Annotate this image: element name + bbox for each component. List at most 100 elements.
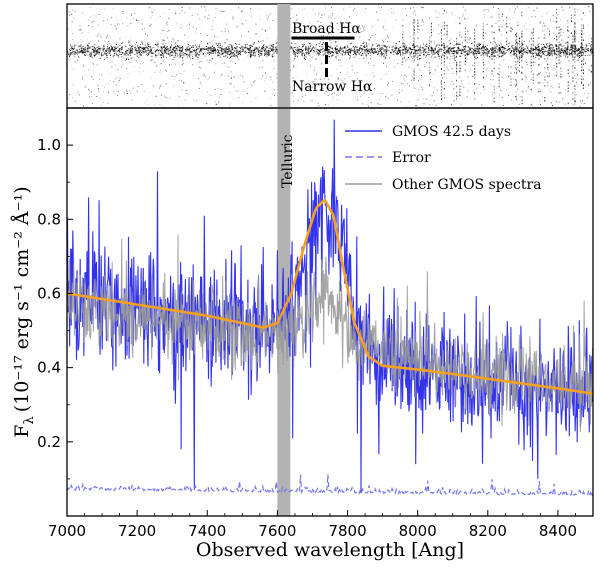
trace-pixel (516, 49, 518, 51)
trace-pixel (211, 48, 213, 50)
trace-pixel (81, 50, 83, 52)
background-pixel (467, 30, 469, 32)
trace-pixel (591, 49, 593, 51)
background-pixel (436, 16, 438, 18)
background-pixel (421, 75, 422, 76)
trace-pixel (110, 49, 112, 51)
background-pixel (229, 91, 231, 93)
background-pixel (565, 89, 567, 91)
background-pixel (69, 94, 71, 96)
trace-pixel (163, 46, 165, 48)
trace-pixel (143, 48, 145, 50)
skyline-pixel (517, 24, 519, 27)
skyline-pixel (574, 29, 576, 31)
skyline-pixel (521, 78, 523, 81)
background-pixel (356, 86, 358, 88)
background-pixel (361, 44, 363, 46)
trace-pixel (581, 48, 583, 50)
trace-pixel (249, 53, 251, 55)
background-pixel (117, 69, 119, 71)
background-pixel (584, 51, 585, 53)
trace-pixel (544, 47, 546, 49)
trace-pixel (482, 52, 484, 54)
trace-pixel (195, 55, 197, 57)
trace-pixel (165, 52, 167, 54)
trace-pixel (453, 45, 455, 47)
trace-pixel (522, 53, 524, 55)
background-pixel (143, 91, 145, 92)
skyline-pixel (521, 44, 523, 47)
background-pixel (212, 20, 214, 22)
trace-pixel (360, 53, 362, 55)
trace-pixel (90, 55, 92, 57)
background-pixel (329, 39, 331, 41)
trace-pixel (523, 49, 525, 51)
background-pixel (227, 56, 228, 58)
trace-pixel (491, 52, 493, 54)
trace-pixel (495, 50, 497, 52)
background-pixel (408, 85, 410, 87)
background-pixel (362, 54, 364, 56)
trace-pixel (130, 47, 132, 49)
trace-pixel (570, 43, 572, 45)
trace-pixel (389, 57, 391, 59)
background-pixel (405, 15, 407, 17)
trace-pixel (183, 52, 185, 54)
trace-pixel (579, 51, 581, 53)
trace-pixel (161, 52, 163, 54)
trace-pixel (541, 46, 543, 48)
trace-pixel (217, 45, 219, 47)
background-pixel (153, 104, 155, 106)
trace-pixel (496, 51, 498, 53)
trace-pixel (331, 55, 333, 57)
trace-pixel (509, 49, 511, 51)
trace-pixel (207, 47, 209, 49)
background-pixel (107, 103, 109, 105)
background-pixel (468, 83, 470, 84)
skyline-pixel (572, 50, 574, 52)
trace-pixel (298, 51, 300, 53)
trace-pixel (148, 49, 150, 51)
trace-pixel (348, 48, 350, 50)
trace-pixel (346, 50, 348, 52)
trace-pixel (241, 48, 243, 50)
trace-pixel (494, 55, 496, 57)
background-pixel (92, 25, 94, 27)
background-pixel (211, 28, 213, 30)
trace-pixel (270, 48, 272, 50)
trace-pixel (73, 47, 75, 49)
trace-pixel (115, 50, 117, 52)
skyline-pixel (521, 42, 523, 45)
skyline-pixel (567, 56, 569, 58)
trace-pixel (378, 44, 380, 46)
trace-pixel (301, 50, 303, 52)
trace-pixel (482, 53, 484, 55)
background-pixel (175, 13, 176, 15)
trace-pixel (166, 46, 168, 48)
trace-pixel (140, 53, 142, 55)
trace-pixel (504, 48, 506, 50)
trace-pixel (578, 49, 580, 51)
background-pixel (266, 18, 268, 20)
trace-pixel (249, 49, 251, 51)
background-pixel (167, 31, 168, 32)
trace-pixel (395, 43, 397, 45)
skyline-pixel (441, 74, 442, 76)
background-pixel (483, 16, 485, 18)
trace-pixel (526, 50, 528, 52)
trace-pixel (584, 50, 586, 52)
trace-pixel (495, 51, 497, 53)
trace-pixel (302, 49, 304, 51)
background-pixel (118, 23, 120, 25)
trace-pixel (360, 47, 362, 49)
background-pixel (214, 88, 216, 90)
trace-pixel (383, 55, 385, 57)
trace-pixel (498, 44, 500, 46)
background-pixel (202, 20, 204, 22)
trace-pixel (586, 45, 588, 47)
trace-pixel (363, 46, 365, 48)
trace-pixel (425, 48, 427, 50)
trace-pixel (478, 48, 480, 50)
background-pixel (517, 88, 519, 90)
trace-pixel (84, 47, 86, 49)
